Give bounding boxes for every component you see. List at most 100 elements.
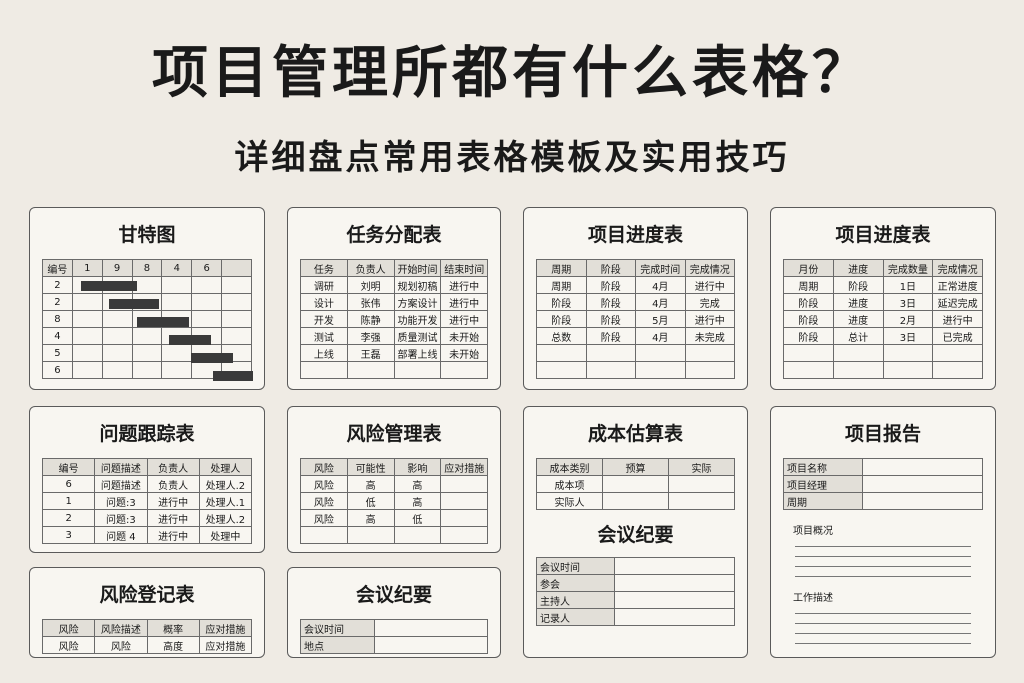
cell: 8 (42, 310, 73, 328)
cell: 负责人 (146, 475, 200, 493)
header-cell: 问题描述 (94, 458, 148, 476)
table-row: 阶段 阶段 4月 完成 (536, 293, 735, 311)
cell: 会议时间 (535, 557, 616, 575)
cell (71, 361, 103, 379)
cell: 3 (41, 526, 96, 544)
cell: 4月 (635, 276, 686, 294)
cell (440, 509, 488, 527)
cell (832, 361, 884, 379)
cell (374, 619, 488, 637)
table-row: 总数 阶段 4月 未完成 (536, 327, 735, 345)
gantt-bar (191, 353, 233, 363)
header-row: 风险 风险描述 概率 应对措施 (41, 619, 253, 637)
header-cell: 应对措施 (198, 619, 253, 637)
note-line (795, 623, 971, 624)
table-row: 项目经理 (783, 475, 984, 493)
header-cell: 月份 (783, 259, 834, 277)
gantt-bar (109, 299, 159, 309)
cell: 方案设计 (393, 293, 442, 311)
page-title: 项目管理所都有什么表格？ (152, 41, 872, 106)
cell (161, 344, 193, 362)
table: 成本类别 预算 实际 成本项 实际人 (536, 458, 735, 510)
cell: 阶段 (585, 276, 636, 294)
cell (635, 361, 686, 379)
header-cell: 完成时间 (635, 259, 686, 277)
table-wrap: 风险 风险描述 概率 应对措施 风险 风险 高度 应对措施 (41, 619, 253, 654)
table-row (536, 344, 735, 362)
header-cell: 8 (131, 259, 163, 277)
table-row (300, 361, 488, 379)
cell: 风险 (94, 636, 148, 654)
table-row: 会议时间 (535, 557, 735, 575)
cell: 项目经理 (783, 475, 863, 493)
table-wrap: 编号 问题描述 负责人 处理人 6 问题描述 负责人 处理人.2 1 问题:3 进行中 处理人.1 2 问… (41, 458, 253, 544)
cell (861, 458, 984, 476)
cell: 进行中 (932, 310, 983, 328)
table-row: 实际人 (536, 492, 735, 510)
card-title: 甘特图 (118, 224, 176, 246)
note-line (795, 633, 971, 634)
cell: 高 (393, 475, 442, 493)
cell (300, 526, 348, 544)
cell (536, 344, 587, 362)
cell: 刘明 (346, 276, 395, 294)
table-card: 项目报告 项目名称 项目经理 周期 项目概况 工作描述 (770, 406, 996, 658)
cell: 阶段 (783, 293, 834, 311)
cell (71, 293, 103, 311)
cell (393, 526, 442, 544)
table-row: 周期 阶段 1日 正常进度 (783, 276, 983, 294)
cell (191, 293, 223, 311)
cell (131, 361, 163, 379)
note-line (795, 643, 971, 644)
cell: 阶段 (832, 276, 884, 294)
table-row (783, 361, 983, 379)
cell: 陈静 (346, 310, 395, 328)
cell (101, 310, 133, 328)
header-cell: 成本类别 (536, 458, 603, 476)
header-cell: 实际 (668, 458, 735, 476)
cell: 1日 (882, 276, 934, 294)
table-row: 项目名称 (783, 458, 984, 476)
table-row: 记录人 (535, 608, 735, 626)
table-wrap: 项目名称 项目经理 周期 (783, 458, 984, 510)
header-cell: 阶段 (585, 259, 636, 277)
cell: 2月 (882, 310, 934, 328)
note-label: 项目概况 (793, 526, 833, 537)
table-row: 设计 张伟 方案设计 进行中 (300, 293, 488, 311)
header-cell: 负责人 (346, 259, 395, 277)
header-cell: 风险 (41, 619, 96, 637)
cell (783, 344, 834, 362)
header-cell: 周期 (536, 259, 587, 277)
table-wrap: 会议时间 参会 主持人 记录人 (535, 557, 735, 626)
card-title: 问题跟踪表 (99, 423, 195, 445)
cell: 会议时间 (299, 619, 376, 637)
header-cell: 9 (101, 259, 133, 277)
cell: 总计 (832, 327, 884, 345)
table-row: 参会 (535, 574, 735, 592)
table-wrap: 风险 可能性 影响 应对措施 风险高高风险低高风险高低 (300, 458, 488, 544)
table-row: 风险低高 (300, 492, 488, 510)
header-cell: 负责人 (146, 458, 200, 476)
table-row: 6 问题描述 负责人 处理人.2 (41, 475, 253, 493)
cell (374, 636, 488, 654)
cell: 高 (346, 475, 395, 493)
cell (602, 492, 669, 510)
cell: 进行中 (440, 310, 488, 328)
header-cell: 1 (71, 259, 103, 277)
cell: 进行中 (684, 276, 735, 294)
note-line (795, 566, 971, 567)
cell (536, 361, 587, 379)
cell: 高 (393, 492, 442, 510)
cell: 质量测试 (393, 327, 442, 345)
cell: 已完成 (932, 327, 983, 345)
table-row: 风险 风险 高度 应对措施 (41, 636, 253, 654)
table-wrap: 会议时间 地点 (299, 619, 488, 654)
cell (861, 492, 984, 510)
table-card: 问题跟踪表编号 问题描述 负责人 处理人 6 问题描述 负责人 处理人.2 1 问题:3 进行中 处理… (29, 406, 265, 553)
card-title: 成本估算表 (587, 423, 683, 445)
cell (932, 361, 983, 379)
table-card: 项目进度表 周期 阶段 完成时间 完成情况 周期 阶段 4月 进行中 阶段 阶段 4月 完成 阶段 阶段 5月… (523, 207, 748, 390)
cell (668, 475, 735, 493)
cell: 王磊 (346, 344, 395, 362)
cell: 进度 (832, 293, 884, 311)
